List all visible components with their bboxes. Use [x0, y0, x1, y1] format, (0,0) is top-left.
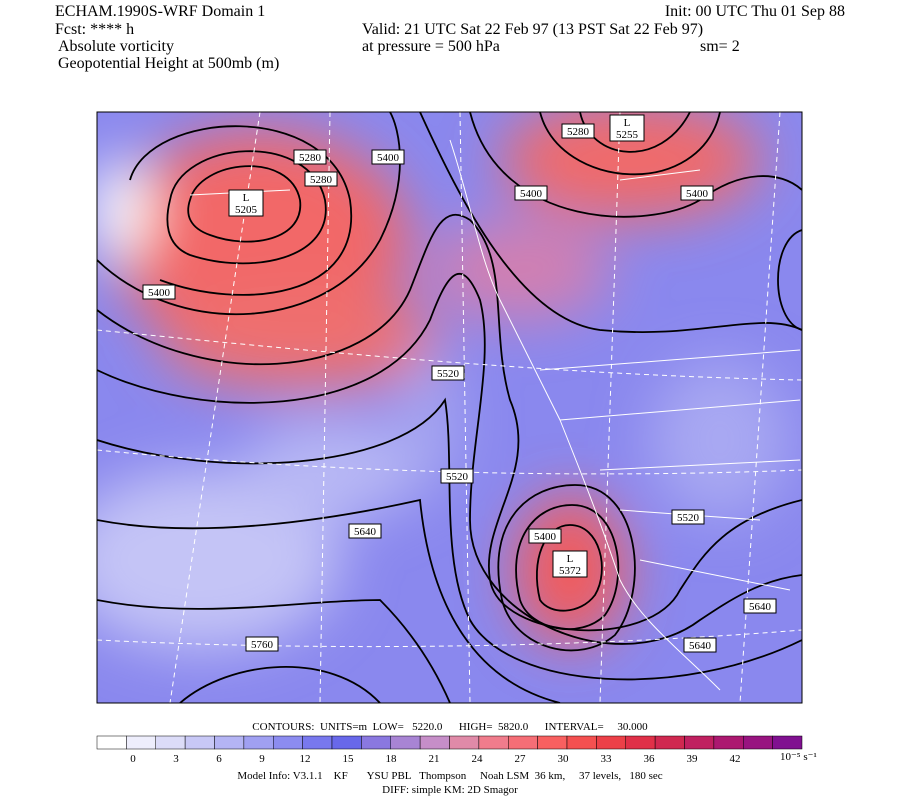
map-field: [97, 112, 802, 703]
colorbar-box: [273, 735, 303, 750]
low-box: [228, 189, 264, 217]
colorbar-tick-label: 24: [472, 753, 484, 765]
contour-label: 5280: [567, 126, 590, 138]
diff-info: DIFF: simple KM: 2D Smagor: [382, 784, 518, 796]
colorbar-box: [566, 735, 597, 750]
colorbar-units: 10⁻⁵ s⁻¹: [780, 751, 817, 763]
colorbar-tick-label: 18: [386, 753, 398, 765]
colorbar-box: [508, 735, 538, 750]
contour-label: 5400: [534, 531, 557, 543]
contour-label: 5400: [686, 188, 709, 200]
colorbar-tick-label: 33: [601, 753, 613, 765]
colorbar-box: [243, 735, 274, 750]
colorbar-box: [331, 735, 362, 750]
low-marker: L: [624, 117, 631, 129]
low-marker: L: [567, 553, 574, 565]
model-info: Model Info: V3.1.1 KF YSU PBL Thompson N…: [237, 770, 662, 782]
colorbar-box: [743, 735, 773, 750]
contour-label-box: [514, 185, 548, 201]
contour-label-box: [561, 123, 595, 139]
contour-label-box: [683, 637, 717, 653]
lat-lon-grid: [97, 112, 802, 703]
low-value: 5205: [235, 204, 258, 216]
colorbar-box: [713, 735, 744, 750]
low-box: [609, 114, 645, 142]
contour-label-box: [142, 284, 176, 300]
low-marker: L: [243, 192, 250, 204]
colorbar-box: [155, 735, 186, 750]
contour-label: 5520: [446, 471, 469, 483]
contour-label: 5280: [310, 174, 333, 186]
contour-info: CONTOURS: UNITS=m LOW= 5220.0 HIGH= 5820…: [252, 721, 648, 733]
colorbar-tick-label: 42: [730, 753, 741, 765]
colorbar-tick-label: 39: [687, 753, 699, 765]
colorbar-tick-label: 30: [558, 753, 570, 765]
colorbar-tick-label: 9: [259, 753, 265, 765]
contour-label-box: [671, 509, 705, 525]
contour-label: 5520: [437, 368, 460, 380]
contour-label: 5400: [148, 287, 171, 299]
contour-label-box: [440, 468, 474, 484]
contour-label-box: [348, 523, 382, 539]
colorbar-box: [654, 735, 685, 750]
contour-label: 5280: [299, 152, 322, 164]
colorbar-box: [184, 735, 215, 750]
colorbar-box: [419, 735, 450, 750]
contour-label-box: [293, 149, 327, 165]
contour-label: 5760: [251, 639, 274, 651]
valid-time: Valid: 21 UTC Sat 22 Feb 97 (13 PST Sat …: [362, 21, 703, 38]
smoothing: sm= 2: [700, 38, 740, 55]
contour-label: 5640: [354, 526, 377, 538]
colorbar-tick-label: 3: [173, 753, 179, 765]
contour-label-box: [371, 149, 405, 165]
map-frame: [96, 111, 803, 704]
colorbar-box: [214, 735, 245, 750]
contour-label-box: [743, 598, 777, 614]
contour-label-box: [304, 171, 338, 187]
colorbar-box: [537, 735, 568, 750]
contour-label-box: [431, 365, 465, 381]
field-name: Geopotential Height at 500mb (m): [58, 55, 279, 72]
low-value: 5255: [616, 129, 639, 141]
init-time: Init: 00 UTC Thu 01 Sep 88: [665, 3, 845, 20]
colorbar-tick-label: 15: [343, 753, 355, 765]
contour-label: 5640: [689, 640, 712, 652]
colorbar-tick-label: 36: [644, 753, 656, 765]
contour-label: 5400: [520, 188, 543, 200]
colorbar-tick-label: 0: [130, 753, 136, 765]
colorbar-tick-label: 12: [300, 753, 311, 765]
colorbar-box: [772, 735, 803, 750]
contour-label-box: [245, 636, 279, 652]
contour-label-box: [528, 528, 562, 544]
contour-label: 5400: [377, 152, 400, 164]
colorbar-box: [478, 735, 509, 750]
colorbar-box: [449, 735, 480, 750]
title: ECHAM.1990S-WRF Domain 1: [55, 3, 265, 20]
colorbar-box: [126, 735, 156, 750]
low-value: 5372: [559, 565, 581, 577]
contour-label: 5520: [677, 512, 700, 524]
colorbar-box: [625, 735, 656, 750]
colorbar-box: [361, 735, 391, 750]
colorbar-box: [302, 735, 333, 750]
colorbar-tick-label: 27: [515, 753, 527, 765]
low-box: [552, 550, 588, 578]
colorbar-tick-label: 21: [429, 753, 440, 765]
colorbar-box: [684, 735, 715, 750]
pressure-level: at pressure = 500 hPa: [362, 38, 500, 55]
field-name: Absolute vorticity: [58, 38, 174, 55]
colorbar-tick-label: 6: [216, 753, 222, 765]
colorbar-box: [596, 735, 626, 750]
colorbar-box: [96, 735, 127, 750]
height-contours: [97, 112, 802, 703]
forecast: Fcst: **** h: [55, 21, 134, 38]
contour-label: 5640: [749, 601, 772, 613]
contour-label-box: [680, 185, 714, 201]
colorbar-box: [390, 735, 421, 750]
